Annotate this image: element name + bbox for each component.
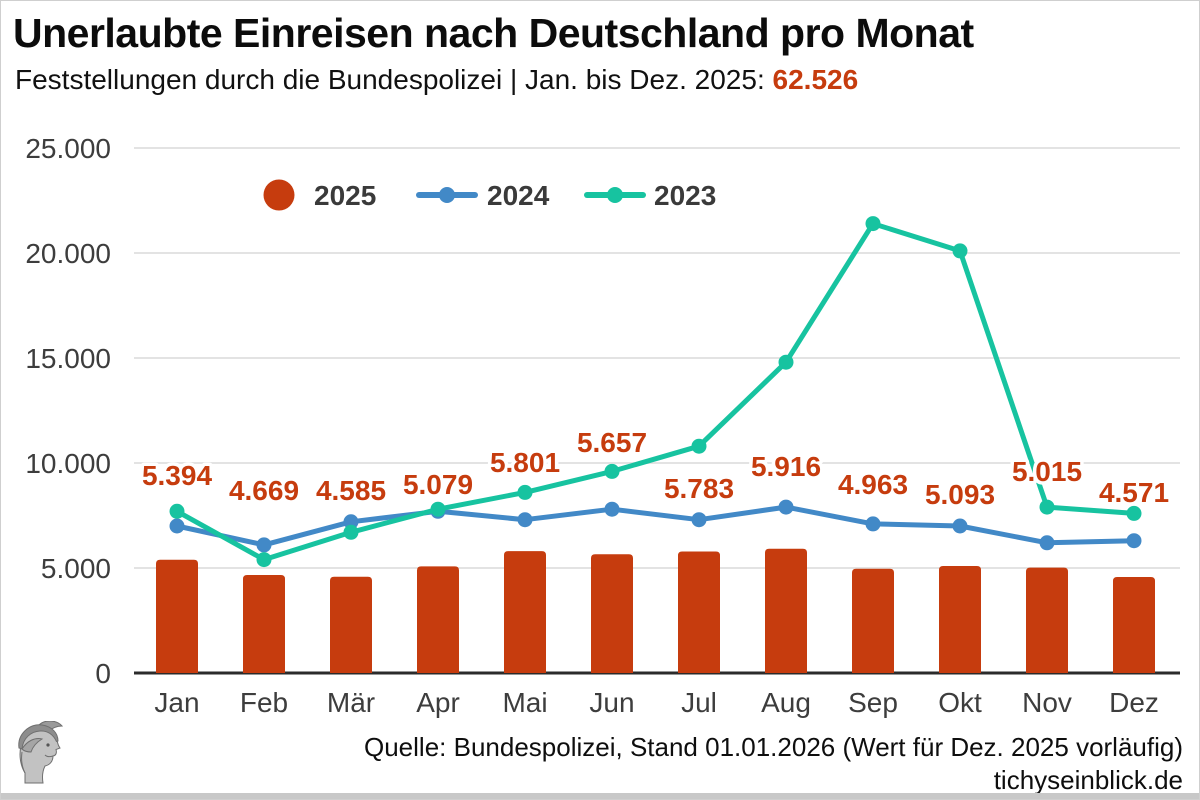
- month-label: Jan: [154, 687, 199, 718]
- bar-series-2025: [156, 548, 1155, 673]
- point-2023-Okt: [952, 243, 968, 259]
- bar-value-label: 5.801: [490, 447, 560, 478]
- y-axis-tick-label: 10.000: [25, 448, 111, 479]
- bar-Apr: [417, 566, 459, 673]
- point-2023-Aug: [778, 354, 794, 370]
- point-2023-Feb: [256, 552, 272, 568]
- month-label: Apr: [416, 687, 460, 718]
- point-2024-Jan: [169, 518, 185, 534]
- month-label: Nov: [1022, 687, 1072, 718]
- bar-Mai: [504, 551, 546, 673]
- month-label: Jun: [589, 687, 634, 718]
- x-axis-labels: Jan Feb Mär Apr Mai Jun Jul Aug Sep Okt Nov Dez: [154, 687, 1158, 718]
- y-axis-tick-label: 0: [95, 658, 111, 689]
- tichys-einblick-head-logo: [18, 721, 64, 784]
- y-axis-tick-label: 5.000: [41, 553, 111, 584]
- point-2023-Dez: [1126, 505, 1142, 521]
- source-note: Quelle: Bundespolizei, Stand 01.01.2026 …: [364, 732, 1183, 762]
- subtitle-text: Feststellungen durch die Bundespolizei |…: [15, 64, 773, 95]
- legend-label-2024: 2024: [487, 180, 550, 211]
- y-axis-tick-label: 15.000: [25, 343, 111, 374]
- legend-marker-dot-2023: [607, 187, 623, 203]
- point-2024-Mai: [517, 512, 533, 528]
- bar-Feb: [243, 574, 285, 673]
- line-series: [169, 216, 1142, 568]
- bar-Okt: [939, 566, 981, 673]
- point-2023-Mär: [343, 524, 359, 540]
- bar-Nov: [1026, 567, 1068, 673]
- point-2023-Jan: [169, 503, 185, 519]
- point-2024-Aug: [778, 499, 794, 515]
- bar-Jun: [591, 554, 633, 673]
- y-axis-tick-label: 20.000: [25, 238, 111, 269]
- point-2024-Dez: [1126, 533, 1142, 549]
- legend-label-2025: 2025: [314, 180, 376, 211]
- month-label: Dez: [1109, 687, 1159, 718]
- bar-value-label: 4.585: [316, 475, 386, 506]
- bar-Dez: [1113, 577, 1155, 673]
- subtitle-total-value: 62.526: [772, 64, 859, 95]
- y-axis-tick-label: 25.000: [25, 133, 111, 164]
- point-2024-Mär: [343, 514, 359, 530]
- bar-Jan: [156, 559, 198, 673]
- bar-value-label: 5.015: [1012, 456, 1082, 487]
- bar-Sep: [852, 568, 894, 673]
- point-2023-Mai: [517, 484, 533, 500]
- point-2023-Sep: [865, 216, 881, 232]
- bar-value-label: 5.783: [664, 473, 734, 504]
- bar-value-label: 5.394: [142, 460, 212, 491]
- point-2024-Feb: [256, 537, 272, 553]
- legend-marker-2025: [263, 179, 295, 211]
- bar-value-label: 5.657: [577, 427, 647, 458]
- website-label: tichyseinblick.de: [993, 765, 1183, 795]
- bar-value-label: 4.963: [838, 469, 908, 500]
- bottom-accent-strip: [1, 793, 1199, 799]
- y-axis-labels: 0 5.000 10.000 15.000 20.000 25.000: [25, 133, 111, 689]
- legend-marker-dot-2024: [439, 187, 455, 203]
- month-label: Aug: [761, 687, 811, 718]
- bar-Mär: [330, 576, 372, 673]
- month-label: Feb: [240, 687, 288, 718]
- page-title: Unerlaubte Einreisen nach Deutschland pr…: [13, 10, 974, 56]
- bar-value-labels: 5.394 4.669 4.585 5.079 5.801 5.657 5.783 5.916…: [138, 424, 1172, 514]
- line-2024: [174, 504, 1137, 548]
- legend: 2025 2024 2023: [263, 179, 716, 211]
- point-2024-Sep: [865, 516, 881, 532]
- point-2023-Jun: [604, 463, 620, 479]
- gridlines: [134, 147, 1180, 675]
- month-label: Jul: [681, 687, 717, 718]
- point-2023-Apr: [430, 501, 446, 517]
- point-2024-Okt: [952, 518, 968, 534]
- point-2024-Jun: [604, 501, 620, 517]
- point-2023-Jul: [691, 438, 707, 454]
- point-2024-Jul: [691, 512, 707, 528]
- bar-value-label: 5.093: [925, 479, 995, 510]
- point-2023-Nov: [1039, 499, 1055, 515]
- legend-label-2023: 2023: [654, 180, 716, 211]
- bar-value-label: 4.669: [229, 475, 299, 506]
- bar-value-label: 5.079: [403, 469, 473, 500]
- month-label: Mai: [502, 687, 547, 718]
- subtitle: Feststellungen durch die Bundespolizei |…: [15, 63, 858, 97]
- month-label: Sep: [848, 687, 898, 718]
- month-label: Mär: [327, 687, 375, 718]
- bar-value-label: 5.916: [751, 451, 821, 482]
- month-label: Okt: [938, 687, 982, 718]
- line-2023: [174, 221, 1137, 563]
- bar-Jul: [678, 551, 720, 673]
- bar-value-label: 4.571: [1099, 477, 1169, 508]
- point-2024-Nov: [1039, 535, 1055, 551]
- bar-Aug: [765, 548, 807, 673]
